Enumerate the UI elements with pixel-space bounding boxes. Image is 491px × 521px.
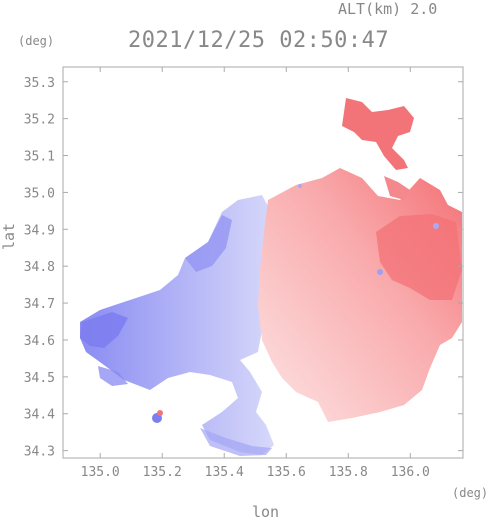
isolated-echo [377,269,383,275]
x-tick-label: 135.8 [329,465,368,480]
plot-frame [62,66,464,459]
approaching-echo-strong-west [80,312,128,348]
y-tick-label: 34.5 [24,371,55,386]
x-tick-label: 135.4 [205,465,244,480]
approaching-echo-region [80,195,274,455]
altitude-label: ALT(km) 2.0 [338,0,438,18]
isolated-echo [298,184,302,188]
y-tick-label: 34.7 [24,297,55,312]
x-tick-label: 136.0 [391,465,430,480]
velocity-field [80,98,462,456]
receding-echo-north-cell [342,98,414,170]
x-unit-label: (deg) [452,486,489,500]
y-tick-label: 34.6 [24,334,55,349]
isolated-echo [433,223,439,229]
x-tick-label: 135.2 [143,465,182,480]
x-tick-label: 135.0 [81,465,120,480]
y-tick-label: 35.0 [24,186,55,201]
approaching-echo-strong-north [185,215,232,272]
axis-ticks: 135.0 135.2 135.4 135.6 135.8 136.0 35.3 35.2 35… [24,67,463,480]
receding-echo-strong-core [376,214,462,300]
y-tick-label: 35.3 [24,76,55,91]
receding-echo-north-fragment [384,176,410,200]
approaching-echo-south [200,428,272,456]
y-tick-label: 35.1 [24,150,55,165]
isolated-echo [157,410,163,416]
y-tick-label: 34.8 [24,260,55,275]
y-tick-label: 35.2 [24,113,55,128]
y-unit-label: (deg) [18,34,55,48]
x-axis-title: lon [252,503,280,521]
x-tick-label: 135.6 [267,465,306,480]
y-tick-label: 34.9 [24,223,55,238]
approaching-echo-strong-southwest [98,366,128,386]
timestamp-title: 2021/12/25 02:50:47 [128,28,390,53]
y-tick-label: 34.3 [24,445,55,460]
y-tick-label: 34.4 [24,408,55,423]
